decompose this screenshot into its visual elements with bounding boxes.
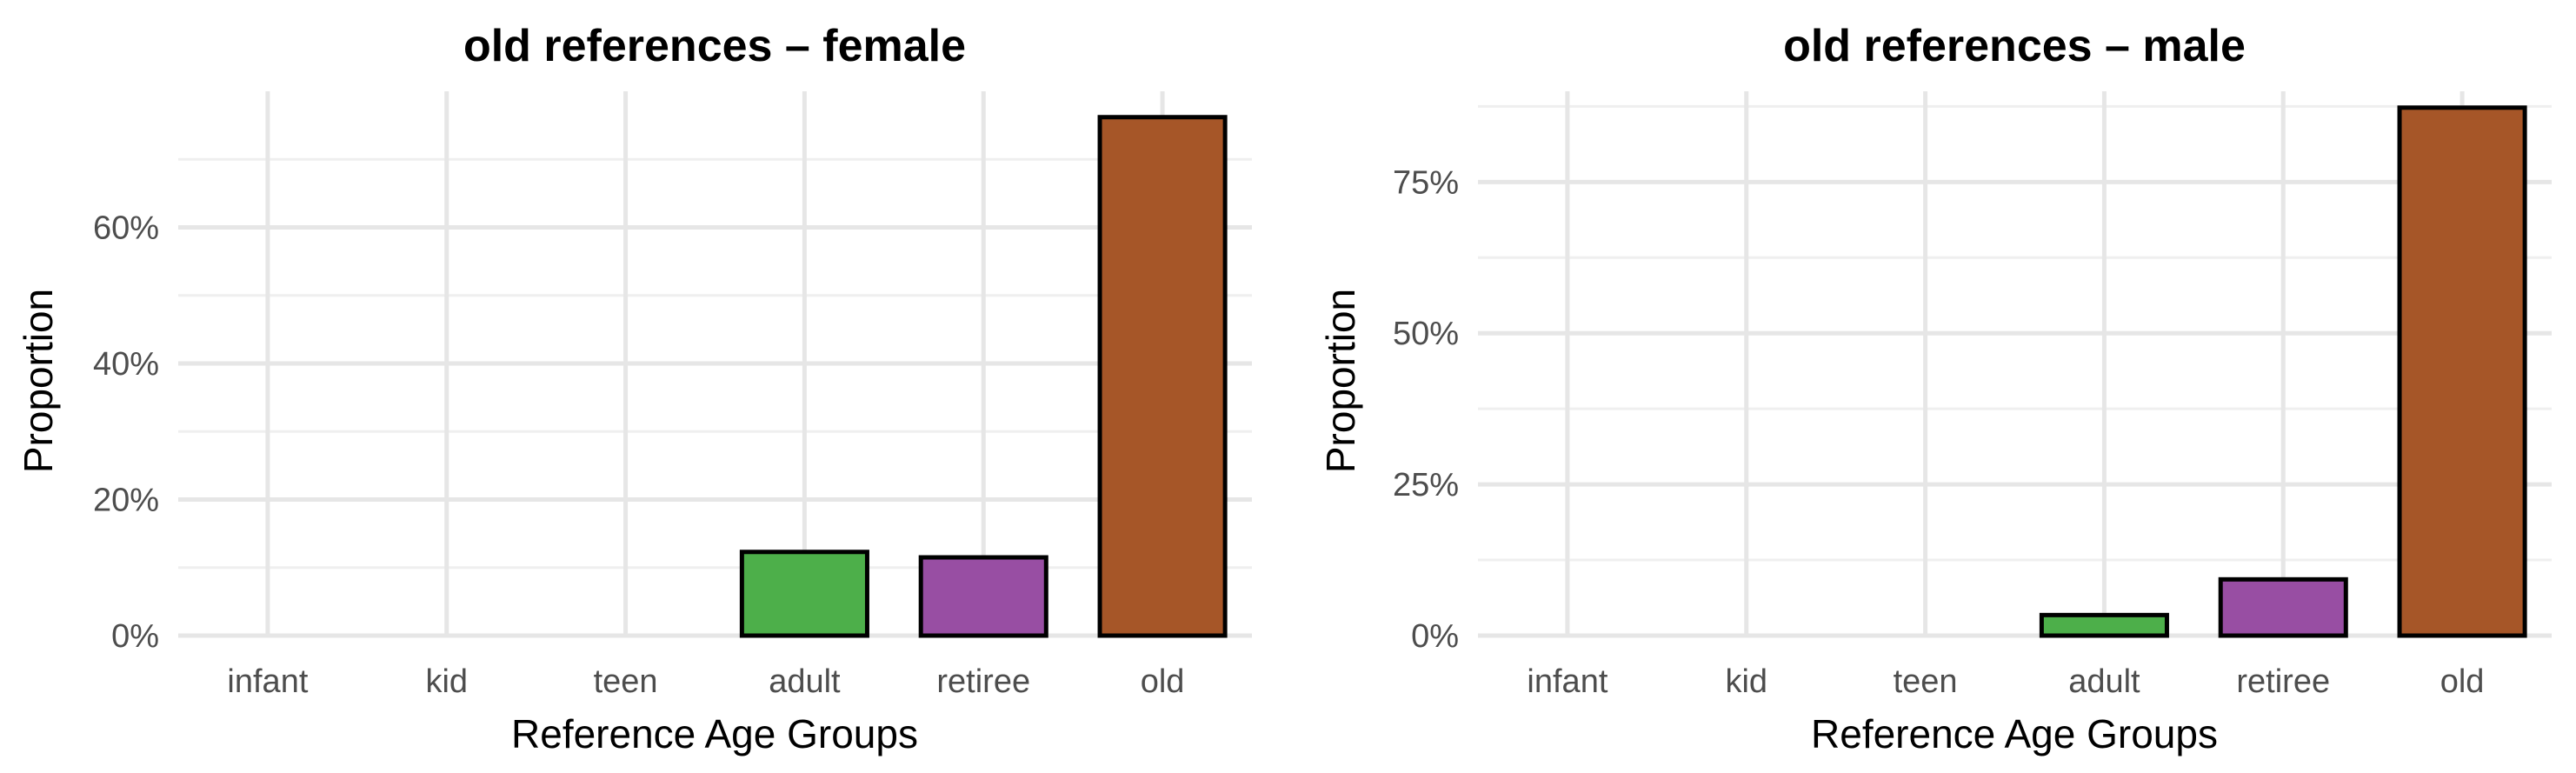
x-tick-label: infant [227, 663, 308, 700]
x-axis-label: Reference Age Groups [1811, 711, 2218, 756]
bar-retiree [918, 555, 1048, 638]
x-tick-label: old [1141, 663, 1185, 700]
chart-title: old references – male [1783, 21, 2246, 71]
y-tick-label: 0% [1411, 618, 1459, 655]
y-axis-label: Proportion [1318, 289, 1363, 473]
y-tick-label: 50% [1393, 316, 1459, 352]
x-tick-label: retiree [936, 663, 1030, 700]
y-tick-label: 60% [93, 210, 159, 247]
x-tick-label: adult [2068, 663, 2140, 700]
chart-panel-1: 0% 20% 40% 60% infant kid teen adult retiree old o… [16, 21, 1252, 756]
x-tick-label: kid [1725, 663, 1767, 700]
x-tick-label: retiree [2236, 663, 2330, 700]
bar-adult [739, 550, 869, 638]
x-tick-label: teen [594, 663, 658, 700]
x-tick-label: old [2440, 663, 2485, 700]
y-tick-label: 75% [1393, 164, 1459, 201]
x-tick-label: adult [769, 663, 841, 700]
y-tick-label: 40% [93, 346, 159, 383]
bar-retiree [2218, 576, 2348, 638]
x-tick-label: infant [1527, 663, 1608, 700]
x-axis-label: Reference Age Groups [511, 711, 918, 756]
y-tick-label: 20% [93, 483, 159, 519]
y-axis-label: Proportion [16, 289, 61, 473]
y-tick-label: 25% [1393, 467, 1459, 503]
chart-title: old references – female [463, 21, 966, 71]
x-tick-label: teen [1894, 663, 1958, 700]
x-tick-label: kid [425, 663, 468, 700]
bar-old [1097, 115, 1228, 638]
bar-old [2397, 105, 2527, 638]
chart-panel-2: 0% 25% 50% 75% infant kid teen adult retiree old o… [1318, 21, 2552, 756]
y-tick-label: 0% [111, 618, 159, 655]
bar-adult [2039, 612, 2169, 638]
